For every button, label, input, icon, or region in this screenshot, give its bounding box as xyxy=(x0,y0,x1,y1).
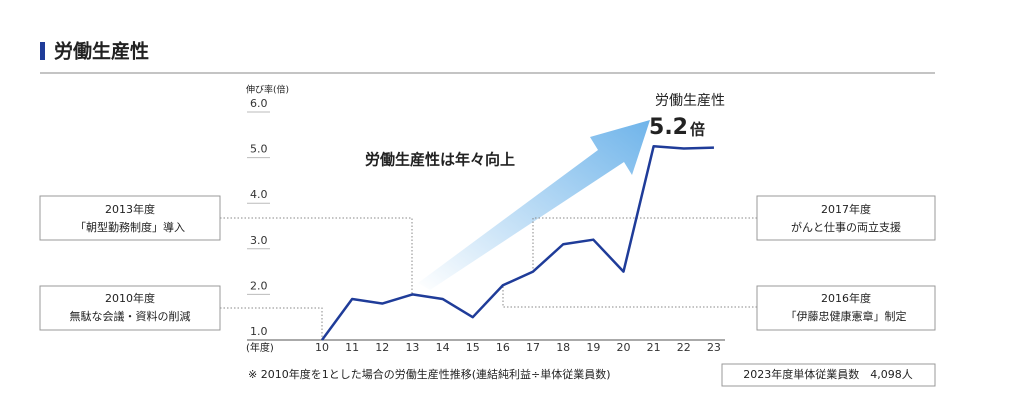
x-tick-label: 12 xyxy=(375,341,389,354)
y-tick-label: 5.0 xyxy=(250,143,268,156)
y-tick-label: 1.0 xyxy=(250,325,268,338)
connector xyxy=(220,307,323,338)
data-line xyxy=(320,144,714,341)
annotation-year: 2016年度 xyxy=(821,291,871,305)
x-tick-label: 13 xyxy=(405,341,419,354)
employees-box xyxy=(721,363,936,387)
x-tick-label: 10 xyxy=(315,341,329,354)
x-tick-label: 17 xyxy=(526,341,540,354)
annotation-text: 「伊藤忠健康憲章」制定 xyxy=(786,309,907,323)
x-tick-label: 14 xyxy=(436,341,450,354)
x-tick-label: 16 xyxy=(496,341,510,354)
headline-unit: 倍 xyxy=(690,121,705,139)
connector xyxy=(502,284,757,308)
x-tick-label: 19 xyxy=(586,341,600,354)
annotation-year: 2010年度 xyxy=(105,291,155,305)
x-tick-label: 15 xyxy=(466,341,480,354)
y-tick-label: 6.0 xyxy=(250,97,268,110)
trend-arrow xyxy=(418,120,650,290)
x-tick-label: 20 xyxy=(617,341,631,354)
headline-value: 5.2 xyxy=(649,115,688,140)
chart-title: 労働生産性 xyxy=(54,40,149,63)
y-tick-label: 2.0 xyxy=(250,279,268,292)
connector xyxy=(532,217,757,270)
title-marker xyxy=(40,42,45,60)
annotation-box: 2013年度 「朝型勤務制度」導入 xyxy=(39,195,221,241)
y-tick-label: 4.0 xyxy=(250,188,268,201)
connector xyxy=(220,217,413,296)
x-tick-label: 18 xyxy=(556,341,570,354)
headline: 労働生産性 xyxy=(655,93,725,109)
y-tick-label: 3.0 xyxy=(250,234,268,247)
y-axis-label: 伸び率(倍) xyxy=(246,84,289,96)
annotation-text: 「朝型勤務制度」導入 xyxy=(75,220,185,234)
x-tick-label: 22 xyxy=(677,341,691,354)
annotation-year: 2013年度 xyxy=(105,202,155,216)
annotation-box: 2017年度 がんと仕事の両立支援 xyxy=(756,195,936,241)
x-tick-label: 21 xyxy=(647,341,661,354)
annotation-text: がんと仕事の両立支援 xyxy=(791,220,901,234)
footnote: ※ 2010年度を1とした場合の労働生産性推移(連結純利益÷単体従業員数) xyxy=(248,367,611,381)
annotation-box: 2010年度 無駄な会議・資料の削減 xyxy=(39,285,221,331)
annotation-year: 2017年度 xyxy=(821,202,871,216)
x-axis-label: (年度) xyxy=(246,341,274,354)
annotation-text: 無駄な会議・資料の削減 xyxy=(70,309,191,323)
x-tick-label: 11 xyxy=(345,341,359,354)
employees: 2023年度単体従業員数 4,098人 xyxy=(743,367,912,381)
x-tick-label: 23 xyxy=(707,341,721,354)
slogan: 労働生産性は年々向上 xyxy=(365,151,515,169)
annotation-box: 2016年度 「伊藤忠健康憲章」制定 xyxy=(756,285,936,331)
